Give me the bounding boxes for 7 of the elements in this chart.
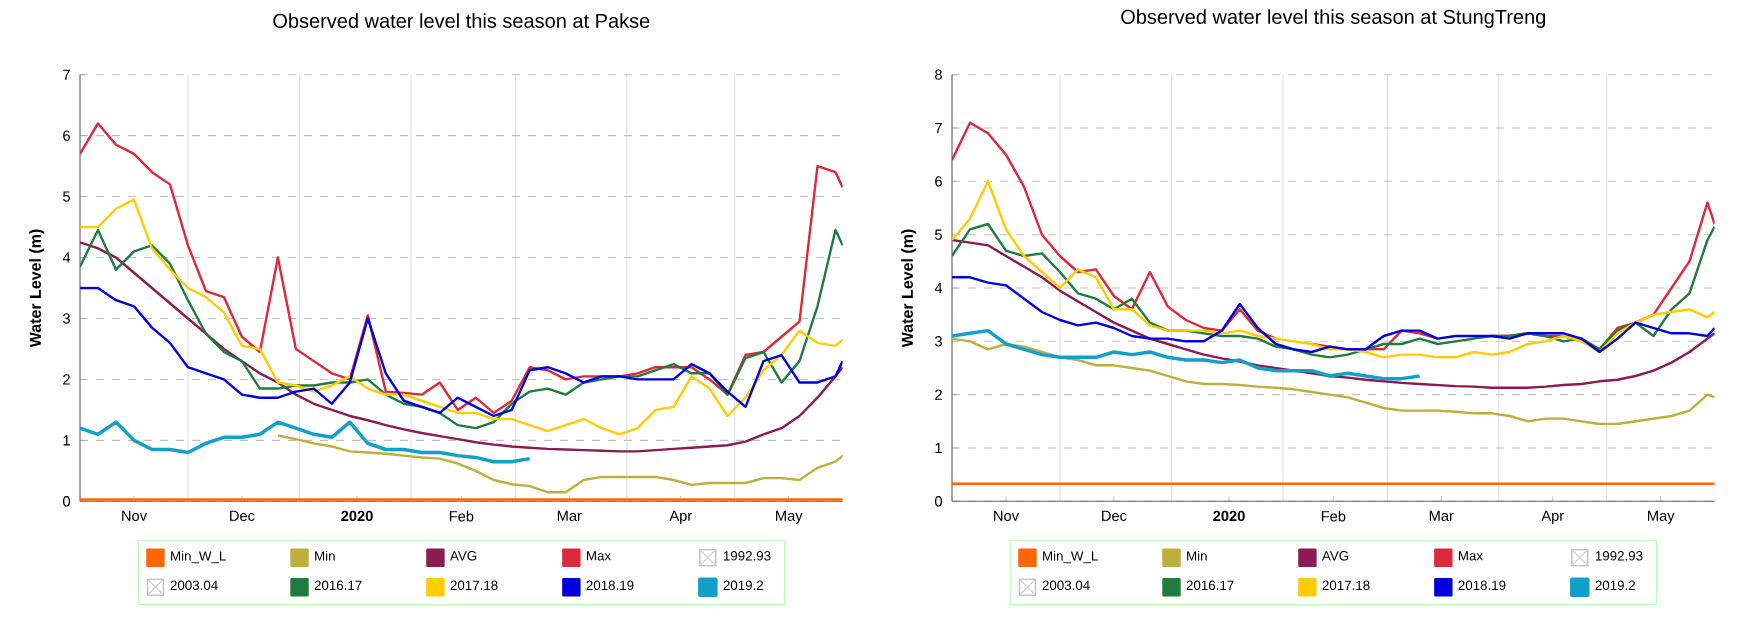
line-series: [952, 222, 1715, 359]
line-series: [80, 198, 843, 436]
y-axis-title: Water Level (m): [901, 229, 917, 348]
chart-title: Observed water level this season at StungTreng: [1121, 9, 1546, 28]
line-series: [80, 420, 532, 464]
chart-title: Observed water level this season at Pakse: [273, 13, 650, 28]
y-axis-title: Water Level (m): [29, 229, 45, 348]
